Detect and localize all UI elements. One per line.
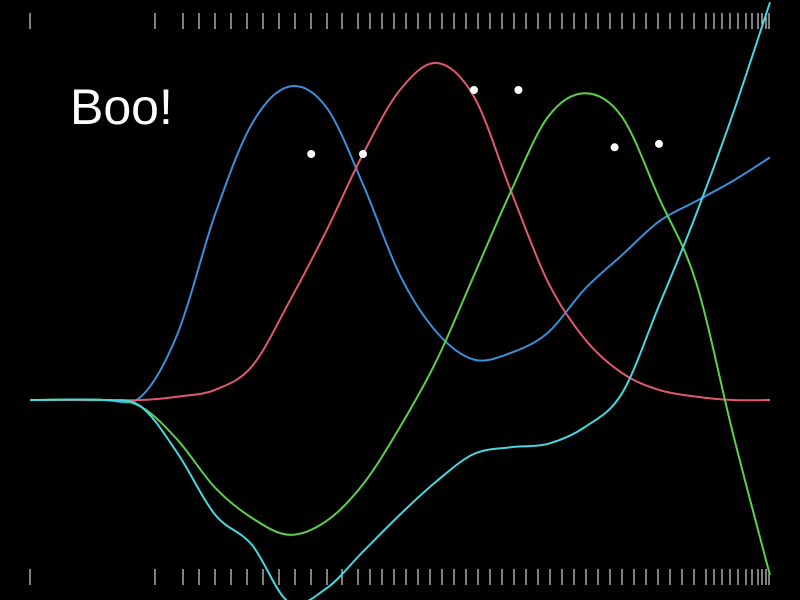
ghost-eyes bbox=[307, 86, 663, 158]
chart-title: Boo! bbox=[70, 79, 173, 135]
series-line-1 bbox=[30, 84, 771, 404]
series-line-2 bbox=[30, 61, 771, 402]
ghost-eye-1-2 bbox=[359, 150, 367, 158]
series-lines bbox=[29, 1, 771, 600]
ghost-eye-3-2 bbox=[655, 139, 663, 148]
ghost-eye-2-1 bbox=[470, 86, 478, 94]
series-line-3 bbox=[29, 92, 771, 576]
ghost-eye-3-1 bbox=[610, 143, 619, 152]
top-tick-marks bbox=[29, 13, 770, 29]
ghost-eye-1-1 bbox=[307, 150, 316, 158]
bottom-tick-marks bbox=[29, 569, 770, 585]
ghost-eye-2-2 bbox=[514, 86, 523, 94]
series-line-4 bbox=[29, 1, 771, 600]
